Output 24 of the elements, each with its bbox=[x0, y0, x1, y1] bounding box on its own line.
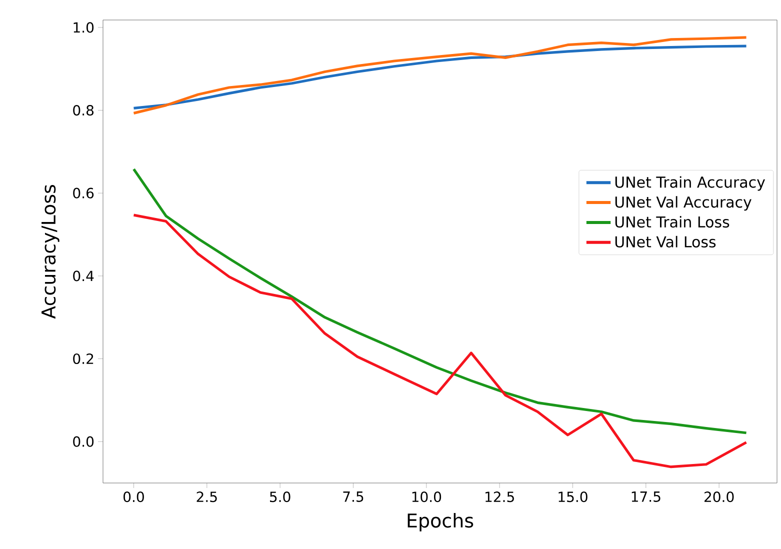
y-tick-label: 0.2 bbox=[73, 353, 94, 364]
legend-label: UNet Train Loss bbox=[615, 216, 730, 228]
y-tick-label: 0.6 bbox=[73, 188, 94, 198]
x-tick-label: 10.0 bbox=[412, 492, 442, 502]
x-tick-label: 0.0 bbox=[124, 492, 144, 502]
x-tick-label: 7.5 bbox=[343, 492, 364, 502]
y-tick-label: 0.8 bbox=[73, 104, 94, 116]
y-tick-label: 1.0 bbox=[74, 22, 94, 33]
x-tick-label: 15.0 bbox=[558, 492, 588, 502]
x-tick-label: 20.0 bbox=[704, 492, 734, 502]
y-axis-title: Accuracy/Loss bbox=[42, 184, 60, 319]
line-series bbox=[132, 44, 748, 110]
x-tick-label: 5.0 bbox=[270, 492, 290, 502]
x-axis-title: Epochs bbox=[408, 512, 474, 532]
x-tick-label: 17.5 bbox=[632, 492, 660, 502]
y-tick-label: 0.0 bbox=[73, 436, 94, 447]
legend-label: UNet Train Accuracy bbox=[615, 176, 766, 191]
y-tick-label: 0.4 bbox=[73, 270, 94, 282]
x-tick-label: 12.5 bbox=[486, 492, 514, 502]
x-tick-label: 2.5 bbox=[196, 492, 217, 502]
line-series bbox=[132, 214, 748, 468]
legend-label: UNet Val Accuracy bbox=[615, 196, 752, 211]
line-series bbox=[132, 36, 748, 114]
legend-label: UNet Val Loss bbox=[615, 236, 716, 248]
